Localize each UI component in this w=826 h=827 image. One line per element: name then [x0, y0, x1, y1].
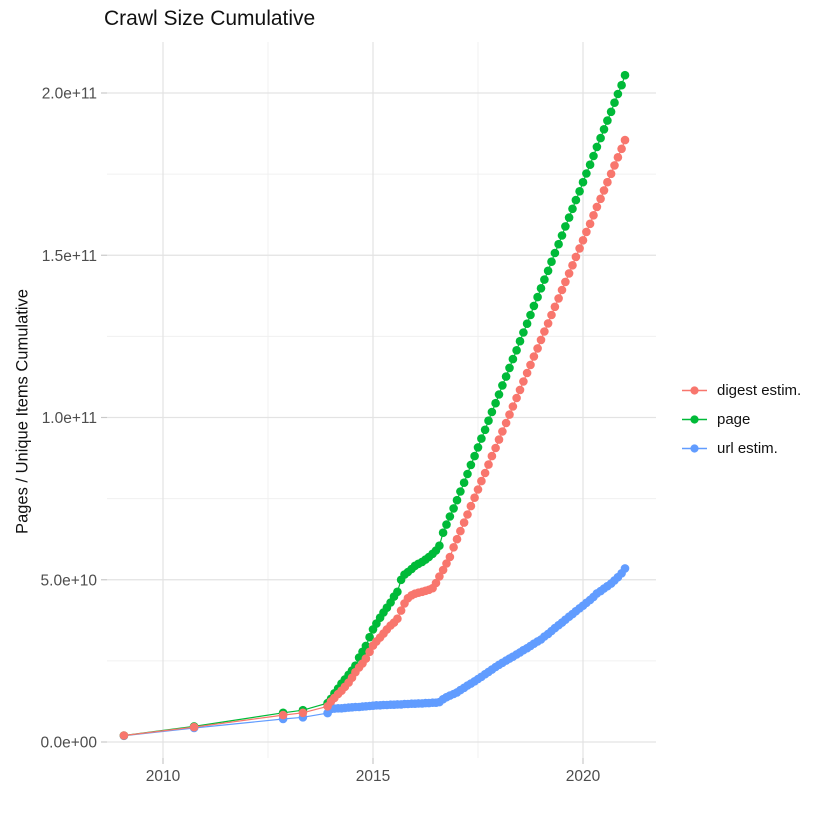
y-tick-labels: 0.0e+00 5.0e+10 1.0e+11 1.5e+11 2.0e+11 [41, 86, 98, 752]
legend-key-url-icon [682, 444, 707, 453]
legend: digest estim. page url estim. [681, 376, 801, 463]
y-tick-label: 1.0e+11 [42, 410, 97, 427]
y-tick-label: 5.0e+10 [41, 572, 98, 589]
series-points-digest-estim [119, 135, 630, 740]
x-tick-label: 2020 [566, 768, 601, 785]
legend-label-digest-estim: digest estim. [717, 382, 802, 399]
gridlines-minor [107, 42, 656, 758]
series-line-url-estim [123, 568, 626, 737]
legend-label-url-estim: url estim. [717, 440, 778, 457]
y-tick-label: 1.5e+11 [42, 248, 97, 265]
x-tick-label: 2010 [146, 768, 181, 785]
legend-key-page-icon [682, 415, 707, 424]
gridlines-major [107, 42, 656, 758]
legend-key-digest-icon [682, 386, 707, 395]
x-tick-labels: 2010 2015 2020 [146, 768, 601, 785]
x-tick-label: 2015 [356, 768, 390, 785]
series-points-url-estim [119, 564, 630, 741]
legend-label-page: page [717, 411, 751, 428]
legend-item-url-estim: url estim. [681, 434, 801, 463]
axis-ticks [101, 92, 584, 764]
y-tick-label: 0.0e+00 [41, 735, 98, 752]
chart-title: Crawl Size Cumulative [104, 7, 316, 30]
legend-item-digest-estim: digest estim. [681, 376, 801, 405]
legend-item-page: page [681, 405, 801, 434]
y-tick-label: 2.0e+11 [42, 86, 97, 103]
